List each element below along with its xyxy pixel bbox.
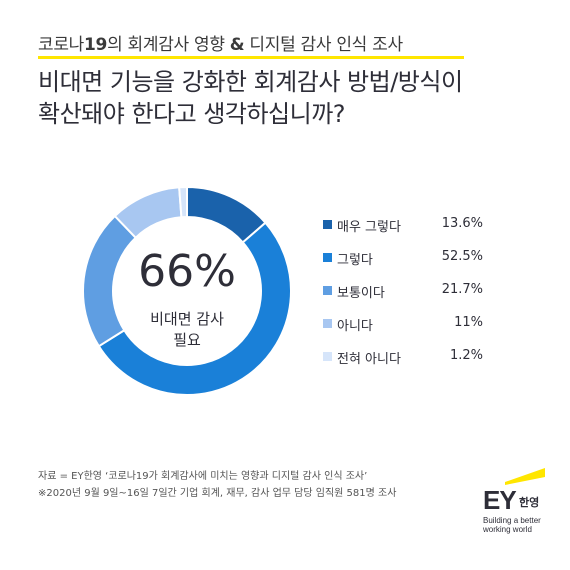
ey-logo-tagline-line-1: Building a better xyxy=(483,516,541,525)
legend-label: 매우 그렇다 xyxy=(337,220,401,235)
header-subtitle: 코로나19의 회계감사 영향 & 디지털 감사 인식 조사 xyxy=(38,30,403,55)
center-label-line-2: 필요 xyxy=(173,331,201,349)
chart-legend: 매우 그렇다 13.6% 그렇다 52.5% 보통이다 21.7% 아니다 11% 전혀 아니다… xyxy=(323,216,483,381)
legend-item-1: 매우 그렇다 13.6% xyxy=(323,216,483,249)
legend-swatch xyxy=(323,352,332,361)
legend-item-2: 그렇다 52.5% xyxy=(323,249,483,282)
center-label-line-1: 비대면 감사 xyxy=(150,310,224,328)
legend-swatch xyxy=(323,220,332,229)
legend-value: 52.5% xyxy=(441,249,483,264)
header-subtitle-pre: 코로나 xyxy=(38,35,85,55)
center-label: 비대면 감사 필요 xyxy=(82,309,292,351)
legend-value: 13.6% xyxy=(441,216,483,231)
donut-slice-5 xyxy=(178,186,188,219)
ey-logo: EY 한영 Building a better working world xyxy=(483,468,551,548)
legend-item-3: 보통이다 21.7% xyxy=(323,282,483,315)
donut-chart xyxy=(82,186,292,396)
legend-label: 그렇다 xyxy=(337,253,373,268)
footnote-source: 자료 = EY한영 ‘코로나19가 회계감사에 미치는 영향과 디지털 감사 인… xyxy=(38,471,368,482)
header-subtitle-post: 디지털 감사 인식 조사 xyxy=(244,35,403,55)
ey-logo-korean: 한영 xyxy=(519,496,540,509)
legend-label: 아니다 xyxy=(337,319,373,334)
ey-logo-mark: EY xyxy=(483,485,517,515)
question-title: 비대면 기능을 강화한 회계감사 방법/방식이 확산돼야 한다고 생각하십니까? xyxy=(38,66,538,130)
ey-logo-beam-icon xyxy=(505,468,545,485)
ey-logo-tagline-line-2: working world xyxy=(483,525,532,534)
legend-value: 1.2% xyxy=(449,348,483,363)
header-subtitle-ampersand: & xyxy=(229,35,245,55)
legend-value: 11% xyxy=(454,315,483,330)
legend-swatch xyxy=(323,286,332,295)
legend-swatch xyxy=(323,253,332,262)
donut-slice-2 xyxy=(97,221,292,396)
center-value: 66% xyxy=(138,246,236,297)
legend-swatch xyxy=(323,319,332,328)
question-line-2: 확산돼야 한다고 생각하십니까? xyxy=(38,100,346,128)
question-line-1: 비대면 기능을 강화한 회계감사 방법/방식이 xyxy=(38,68,463,96)
ey-logo-tagline: Building a better working world xyxy=(483,516,541,534)
legend-item-5: 전혀 아니다 1.2% xyxy=(323,348,483,381)
legend-value: 21.7% xyxy=(441,282,483,297)
legend-item-4: 아니다 11% xyxy=(323,315,483,348)
header-accent-line xyxy=(38,56,464,59)
footnote: 자료 = EY한영 ‘코로나19가 회계감사에 미치는 영향과 디지털 감사 인… xyxy=(38,468,396,502)
legend-label: 보통이다 xyxy=(337,286,385,301)
header-subtitle-number: 19 xyxy=(84,35,108,55)
footnote-survey-note: ※2020년 9월 9일~16일 7일간 기업 회계, 재무, 감사 업무 담당… xyxy=(38,488,397,499)
legend-label: 전혀 아니다 xyxy=(337,352,401,367)
header-subtitle-mid: 의 회계감사 영향 xyxy=(107,35,230,55)
